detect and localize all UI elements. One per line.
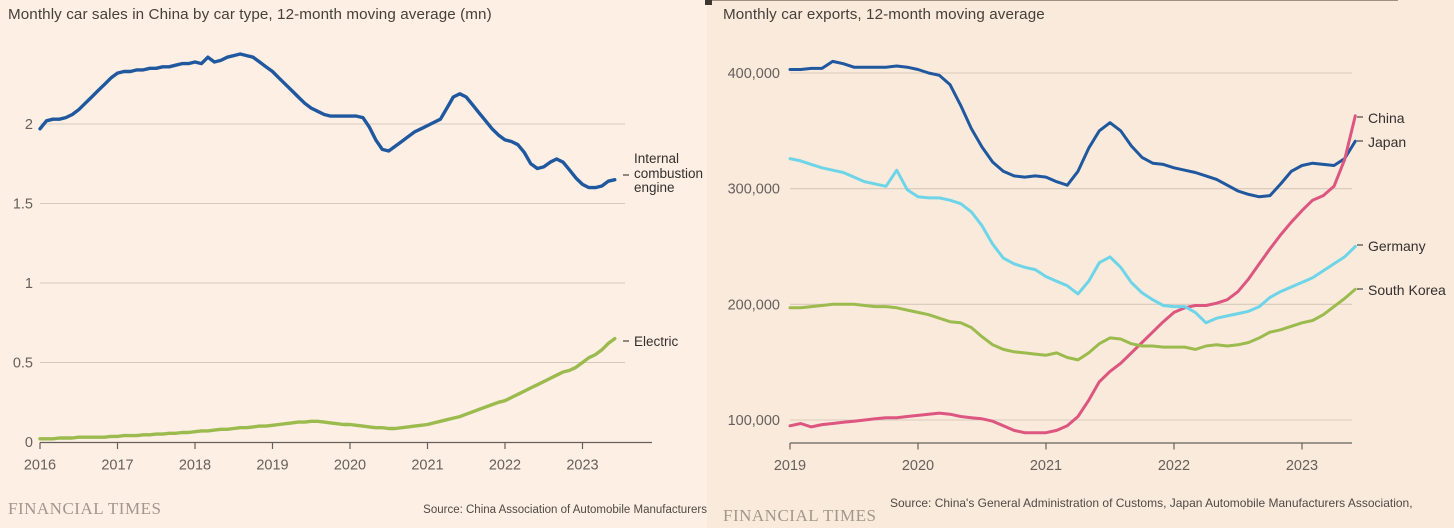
legend-internal-combustion-engine: Internal combustion engine [623,151,716,196]
right-panel-top-corner [705,0,712,5]
china-car-sales-ytick-label-0-5: 0.5 [13,356,33,372]
series-line-electric [38,336,617,441]
legend-label: Internal combustion engine [634,151,704,195]
car-exports-xtick-label-2023: 2023 [1286,458,1318,474]
legend-label: Germany [1368,238,1426,254]
china-car-sales-ytick-label-0: 0 [25,435,33,451]
car-exports-xtick-label-2020: 2020 [902,458,934,474]
left-panel-background [0,0,707,528]
left-source-note: Source: China Association of Automobile … [423,504,707,516]
right-panel-background [707,0,1454,528]
legend-tick-icon [623,174,629,176]
car-exports-ytick-label-300-000: 300,000 [728,182,780,198]
legend-germany: Germany [1357,238,1426,254]
legend-tick-icon [623,340,629,342]
legend-south-korea: South Korea [1357,282,1446,298]
car-exports-xtick-label-2021: 2021 [1030,458,1062,474]
legend-label: Electric [634,334,679,349]
china-car-sales-ytick-label-2: 2 [25,117,33,133]
ft-wordmark: FINANCIAL TIMES [8,499,162,518]
legend-china: China [1357,110,1405,126]
series-line-china [788,114,1357,435]
series-line-internal-combustion-engine [38,52,617,190]
car-exports-ytick-label-200-000: 200,000 [728,297,780,313]
legend-label: China [1368,110,1405,126]
china-car-sales-xtick-label-2023: 2023 [566,458,598,474]
legend-tick-icon [1357,244,1363,246]
ft-wordmark-clipped: FINANCIAL TIMES [723,506,877,522]
legend-tick-icon [1357,116,1363,118]
car-exports-xtick-label-2022: 2022 [1158,458,1190,474]
china-car-sales-xtick-label-2020: 2020 [334,458,366,474]
left-chart-title: Monthly car sales in China by car type, … [8,6,492,23]
legend-electric: Electric [623,334,679,349]
right-chart-title: Monthly car exports, 12-month moving ave… [723,6,1045,23]
car-exports-ytick-label-400-000: 400,000 [728,66,780,82]
china-car-sales-xtick-label-2016: 2016 [24,458,56,474]
china-car-sales-ytick-label-1: 1 [25,276,33,292]
right-panel-top-border [705,0,1398,1]
legend-tick-icon [1357,140,1363,142]
right-source-note: Source: China's General Administration o… [890,496,1413,510]
series-line-germany [788,157,1357,325]
china-car-sales-xtick-label-2018: 2018 [179,458,211,474]
legend-label: Japan [1368,134,1407,150]
legend-label: South Korea [1368,282,1446,298]
series-line-japan [788,59,1357,199]
china-car-sales-xtick-label-2019: 2019 [256,458,288,474]
china-car-sales-xtick-label-2017: 2017 [101,458,133,474]
legend-tick-icon [1357,288,1363,290]
china-car-sales-xtick-label-2022: 2022 [489,458,521,474]
legend-japan: Japan [1357,134,1407,150]
china-car-sales-xtick-label-2021: 2021 [411,458,443,474]
series-line-south-korea [788,287,1357,362]
car-exports-ytick-label-100-000: 100,000 [728,413,780,429]
car-exports-xtick-label-2019: 2019 [774,458,806,474]
china-car-sales-ytick-label-1-5: 1.5 [13,197,33,213]
